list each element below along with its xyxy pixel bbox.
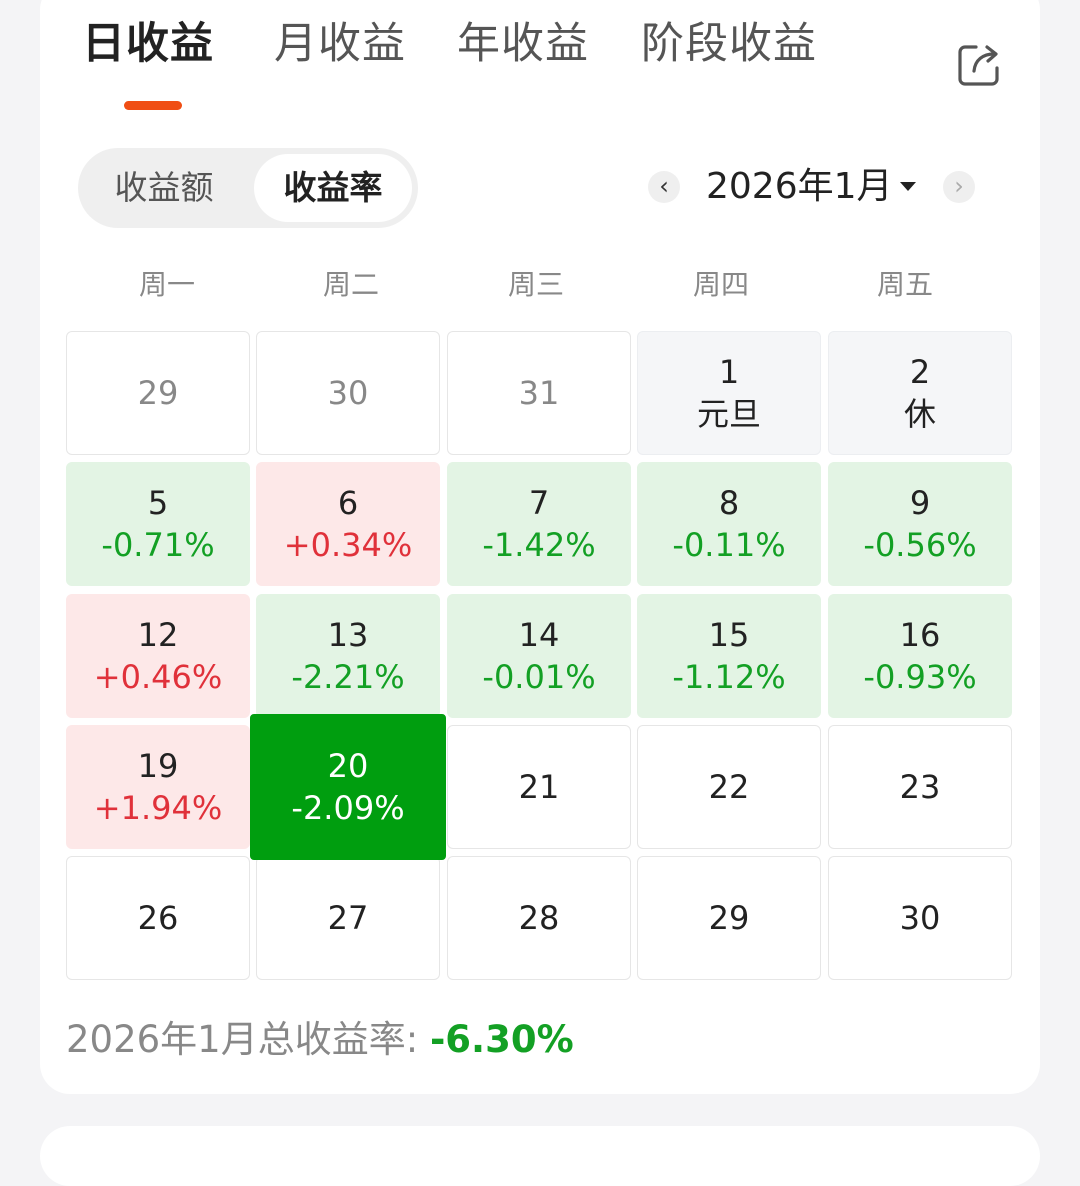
day-number: 8 bbox=[718, 484, 740, 522]
day-number: 5 bbox=[147, 484, 169, 522]
calendar-day-cell[interactable]: 29 bbox=[637, 856, 821, 980]
tab-period[interactable]: 阶段收益 bbox=[641, 19, 817, 69]
month-total-summary: 2026年1月总收益率: -6.30% bbox=[66, 1016, 574, 1064]
day-number: 28 bbox=[518, 899, 560, 937]
calendar-day-cell[interactable]: 19 +1.94% bbox=[66, 725, 250, 849]
day-number: 29 bbox=[708, 899, 750, 937]
weekday-wed: 周三 bbox=[507, 268, 564, 301]
calendar-day-cell[interactable]: 20 -2.09% bbox=[250, 714, 446, 860]
day-return-rate: -1.42% bbox=[482, 526, 596, 564]
day-number: 7 bbox=[528, 484, 550, 522]
day-number: 1 bbox=[718, 353, 740, 391]
caret-down-icon[interactable] bbox=[900, 182, 916, 191]
summary-label: 2026年1月总收益率: bbox=[66, 1018, 430, 1061]
share-icon[interactable] bbox=[956, 42, 1002, 88]
day-number: 23 bbox=[899, 768, 941, 806]
day-number: 27 bbox=[327, 899, 369, 937]
calendar-day-cell[interactable]: 31 bbox=[447, 331, 631, 455]
day-number: 31 bbox=[518, 374, 560, 412]
day-return-rate: -1.12% bbox=[672, 658, 786, 696]
day-number: 30 bbox=[899, 899, 941, 937]
day-number: 19 bbox=[137, 747, 179, 785]
calendar-day-cell[interactable]: 27 bbox=[256, 856, 440, 980]
calendar-day-cell[interactable]: 30 bbox=[256, 331, 440, 455]
active-tab-indicator bbox=[124, 101, 182, 110]
calendar-day-cell[interactable]: 13 -2.21% bbox=[256, 594, 440, 718]
day-return-rate: +1.94% bbox=[93, 789, 223, 827]
day-return-rate: -0.56% bbox=[863, 526, 977, 564]
calendar-day-cell[interactable]: 6 +0.34% bbox=[256, 462, 440, 586]
holiday-label: 元旦 bbox=[696, 395, 761, 433]
segment-rate[interactable]: 收益率 bbox=[254, 154, 412, 222]
day-return-rate: -2.21% bbox=[291, 658, 405, 696]
summary-value: -6.30% bbox=[429, 1018, 574, 1061]
day-return-rate: +0.46% bbox=[93, 658, 223, 696]
day-number: 13 bbox=[327, 616, 369, 654]
day-number: 26 bbox=[137, 899, 179, 937]
calendar-day-cell[interactable]: 15 -1.12% bbox=[637, 594, 821, 718]
day-number: 9 bbox=[909, 484, 931, 522]
weekday-fri: 周五 bbox=[876, 268, 933, 301]
day-number: 2 bbox=[909, 353, 931, 391]
prev-month-button[interactable]: ‹ bbox=[648, 171, 680, 203]
calendar-day-cell[interactable]: 23 bbox=[828, 725, 1012, 849]
next-month-button[interactable]: › bbox=[943, 171, 975, 203]
calendar-day-cell[interactable]: 26 bbox=[66, 856, 250, 980]
next-card bbox=[40, 1126, 1040, 1186]
calendar-day-cell[interactable]: 7 -1.42% bbox=[447, 462, 631, 586]
day-return-rate: +0.34% bbox=[283, 526, 413, 564]
segment-amount[interactable]: 收益额 bbox=[114, 168, 214, 207]
calendar-day-cell[interactable]: 12 +0.46% bbox=[66, 594, 250, 718]
calendar-day-cell[interactable]: 28 bbox=[447, 856, 631, 980]
weekday-tue: 周二 bbox=[322, 268, 379, 301]
day-number: 29 bbox=[137, 374, 179, 412]
calendar-day-cell[interactable]: 30 bbox=[828, 856, 1012, 980]
calendar-day-cell[interactable]: 9 -0.56% bbox=[828, 462, 1012, 586]
weekday-mon: 周一 bbox=[138, 268, 195, 301]
holiday-label: 休 bbox=[903, 395, 936, 433]
calendar-day-cell[interactable]: 16 -0.93% bbox=[828, 594, 1012, 718]
calendar-day-cell[interactable]: 8 -0.11% bbox=[637, 462, 821, 586]
calendar-day-cell[interactable]: 5 -0.71% bbox=[66, 462, 250, 586]
weekday-thu: 周四 bbox=[692, 268, 749, 301]
day-number: 14 bbox=[518, 616, 560, 654]
day-return-rate: -0.01% bbox=[482, 658, 596, 696]
day-number: 30 bbox=[327, 374, 369, 412]
tab-yearly[interactable]: 年收益 bbox=[457, 19, 589, 69]
day-return-rate: -0.71% bbox=[101, 526, 215, 564]
day-number: 22 bbox=[708, 768, 750, 806]
day-number: 16 bbox=[899, 616, 941, 654]
calendar-day-cell[interactable]: 21 bbox=[447, 725, 631, 849]
month-selector[interactable]: 2026年1月 bbox=[706, 166, 893, 207]
calendar-day-cell[interactable]: 14 -0.01% bbox=[447, 594, 631, 718]
calendar-day-cell[interactable]: 1 元旦 bbox=[637, 331, 821, 455]
day-return-rate: -0.93% bbox=[863, 658, 977, 696]
day-number: 15 bbox=[708, 616, 750, 654]
day-return-rate: -0.11% bbox=[672, 526, 786, 564]
calendar-day-cell[interactable]: 22 bbox=[637, 725, 821, 849]
day-return-rate: -2.09% bbox=[291, 789, 405, 827]
day-number: 21 bbox=[518, 768, 560, 806]
day-number: 6 bbox=[337, 484, 359, 522]
tab-daily[interactable]: 日收益 bbox=[82, 19, 214, 69]
calendar-day-cell[interactable]: 29 bbox=[66, 331, 250, 455]
day-number: 20 bbox=[327, 747, 369, 785]
tab-monthly[interactable]: 月收益 bbox=[274, 19, 406, 69]
amount-rate-toggle: 收益额 收益率 bbox=[78, 148, 418, 228]
day-number: 12 bbox=[137, 616, 179, 654]
